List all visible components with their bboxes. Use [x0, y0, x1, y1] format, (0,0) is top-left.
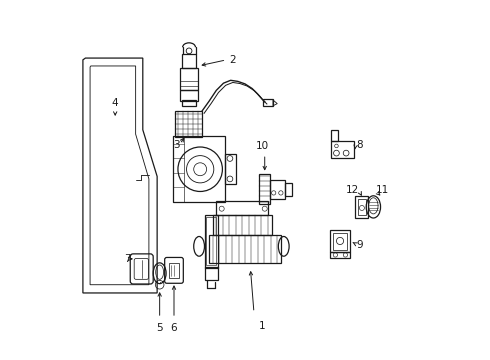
Bar	[270, 180, 285, 199]
Bar	[182, 100, 196, 107]
Bar	[169, 263, 179, 278]
Text: 2: 2	[229, 55, 236, 65]
Text: 8: 8	[356, 140, 363, 150]
Bar	[206, 217, 216, 265]
Text: 6: 6	[171, 323, 177, 333]
Text: 9: 9	[356, 240, 363, 250]
Text: 3: 3	[173, 140, 180, 150]
Bar	[216, 201, 269, 215]
Bar	[331, 130, 338, 140]
Bar	[355, 196, 368, 218]
Bar	[330, 230, 350, 252]
Text: 10: 10	[256, 141, 269, 151]
Bar	[180, 68, 198, 90]
Bar	[175, 111, 202, 137]
Text: 5: 5	[156, 323, 163, 333]
Bar	[333, 233, 347, 250]
Text: 12: 12	[346, 185, 359, 195]
Bar	[173, 136, 184, 202]
Text: 4: 4	[112, 98, 119, 108]
Bar	[213, 215, 272, 234]
Bar	[225, 154, 236, 184]
Bar	[285, 183, 293, 196]
Bar	[209, 234, 281, 263]
Bar	[259, 174, 270, 204]
Text: 7: 7	[123, 254, 130, 264]
Text: 1: 1	[259, 320, 266, 330]
Bar	[182, 54, 196, 68]
Bar	[180, 90, 198, 101]
Text: 11: 11	[376, 185, 389, 195]
Bar	[330, 252, 350, 258]
Bar	[205, 215, 219, 268]
Bar	[331, 140, 354, 158]
Bar	[263, 99, 273, 107]
Bar	[173, 136, 225, 202]
Bar	[358, 199, 366, 215]
Bar	[205, 267, 219, 280]
